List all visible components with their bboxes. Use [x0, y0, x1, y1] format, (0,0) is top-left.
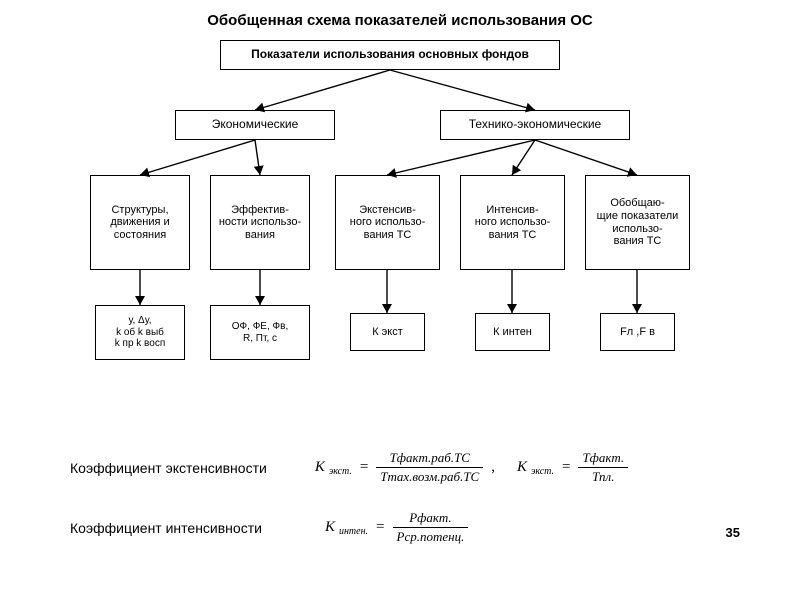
formula-label-1: Коэффициент экстенсивности	[70, 460, 267, 476]
formula-1b: Kэкст. = Tфакт. Тпл.	[517, 450, 628, 485]
node-n5: Обобщаю- щие показатели использо- вания …	[585, 175, 690, 270]
node-root: Показатели использования основных фондов	[220, 40, 560, 70]
node-b3: К экст	[350, 313, 425, 351]
formula-2a: Kинтен. = Pфакт. Pср.потенц.	[325, 510, 468, 545]
node-b4: К интен	[475, 313, 550, 351]
node-n3: Экстенсив- ного использо- вания ТС	[335, 175, 440, 270]
node-b1: у, Δу, k об k выб k пр k восп	[95, 305, 185, 360]
node-n2: Эффектив- ности использо- вания	[210, 175, 310, 270]
node-econ: Экономические	[175, 110, 335, 140]
node-tech: Технико-экономические	[440, 110, 630, 140]
page-title: Обобщенная схема показателей использован…	[0, 12, 800, 29]
formula-row-1: Коэффициент экстенсивности Kэкст. = Tфак…	[70, 450, 628, 485]
formula-1a: Kэкст. = Tфакт.раб.ТС Tmax.возм.раб.ТС ,	[315, 450, 499, 485]
node-n4: Интенсив- ного использо- вания ТС	[460, 175, 565, 270]
node-b2: ОФ, ФЕ, Фв, R, Пт, с	[210, 305, 310, 360]
page-number: 35	[726, 525, 740, 540]
node-b5: Fл ,F в	[600, 313, 675, 351]
node-n1: Структуры, движения и состояния	[90, 175, 190, 270]
formula-label-2: Коэффициент интенсивности	[70, 520, 262, 536]
formula-row-2: Коэффициент интенсивности Kинтен. = Pфак…	[70, 510, 468, 545]
